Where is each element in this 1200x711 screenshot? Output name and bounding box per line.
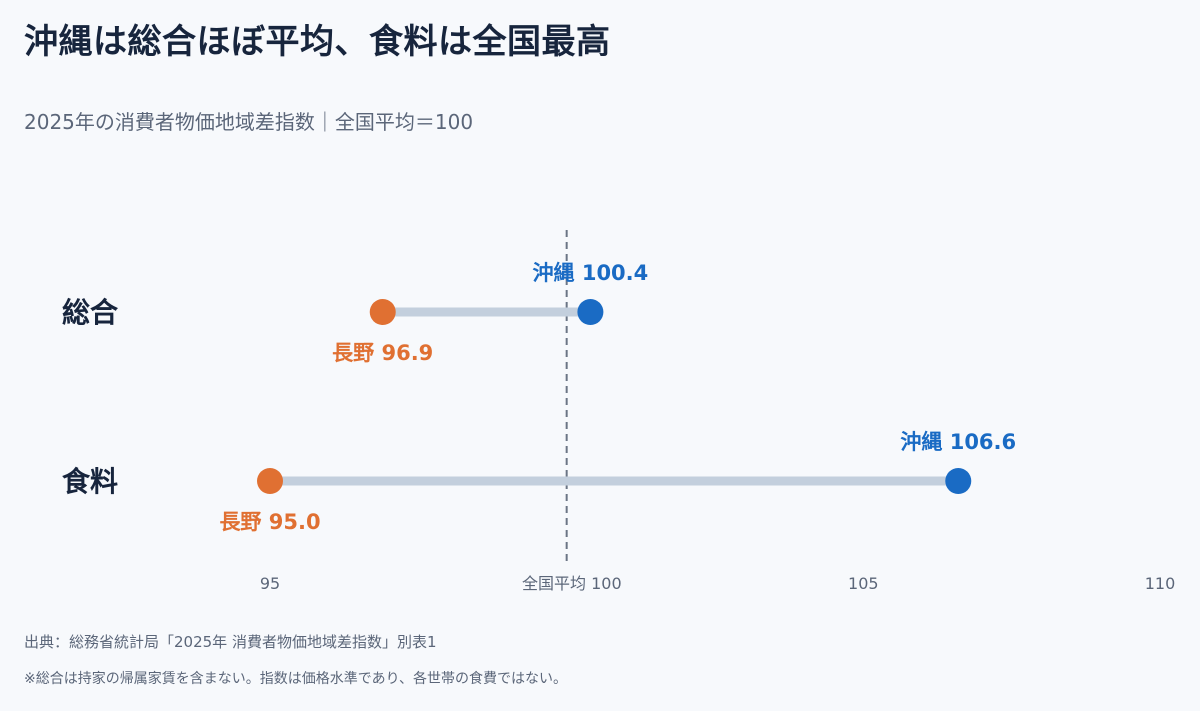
x-tick-label: 110 xyxy=(1145,574,1176,593)
low-point-label: 長野 96.9 xyxy=(332,341,433,365)
high-point-dot xyxy=(577,299,604,325)
high-point-label: 沖縄 106.6 xyxy=(900,430,1016,454)
x-tick-label: 95 xyxy=(260,574,280,593)
low-point-dot xyxy=(369,299,396,325)
footnote: ※総合は持家の帰属家賃を含まない。指数は価格水準であり、各世帯の食費ではない。 xyxy=(24,671,568,687)
chart-subtitle: 2025年の消費者物価地域差指数｜全国平均＝100 xyxy=(24,110,474,134)
high-point-dot xyxy=(945,468,972,494)
x-tick-label: 105 xyxy=(848,574,879,593)
x-tick-label: 全国平均 100 xyxy=(522,574,622,593)
low-point-label: 長野 95.0 xyxy=(219,510,320,534)
category-label: 食料 xyxy=(62,465,118,498)
high-point-label: 沖縄 100.4 xyxy=(533,261,649,285)
low-point-dot xyxy=(257,468,283,494)
source-note: 出典：総務省統計局「2025年 消費者物価地域差指数」別表1 xyxy=(24,633,437,651)
chart-title: 沖縄は総合ほぼ平均、食料は全国最高 xyxy=(24,22,611,62)
category-label: 総合 xyxy=(62,296,119,329)
